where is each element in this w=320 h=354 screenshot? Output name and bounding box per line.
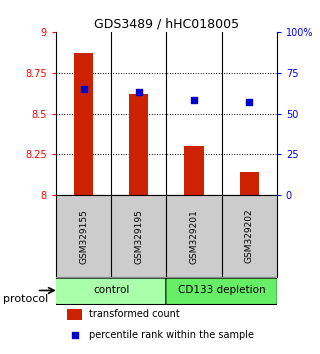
Bar xyxy=(240,172,259,195)
Text: GSM329155: GSM329155 xyxy=(79,209,88,264)
Point xyxy=(136,90,141,95)
Bar xyxy=(129,94,148,195)
Point xyxy=(191,98,196,103)
Text: GSM329202: GSM329202 xyxy=(245,209,254,263)
Text: GSM329201: GSM329201 xyxy=(189,209,198,263)
Text: protocol: protocol xyxy=(3,294,48,304)
Point xyxy=(72,332,77,338)
FancyBboxPatch shape xyxy=(55,278,167,304)
Text: CD133 depletion: CD133 depletion xyxy=(178,285,265,296)
Point xyxy=(247,99,252,105)
Text: percentile rank within the sample: percentile rank within the sample xyxy=(89,330,254,340)
Point xyxy=(81,86,86,92)
Text: GSM329195: GSM329195 xyxy=(134,209,143,264)
Bar xyxy=(184,146,204,195)
Bar xyxy=(67,309,83,320)
FancyBboxPatch shape xyxy=(166,278,277,304)
Title: GDS3489 / hHC018005: GDS3489 / hHC018005 xyxy=(94,18,239,31)
Bar xyxy=(74,53,93,195)
Text: control: control xyxy=(93,285,129,296)
Text: transformed count: transformed count xyxy=(89,309,180,319)
